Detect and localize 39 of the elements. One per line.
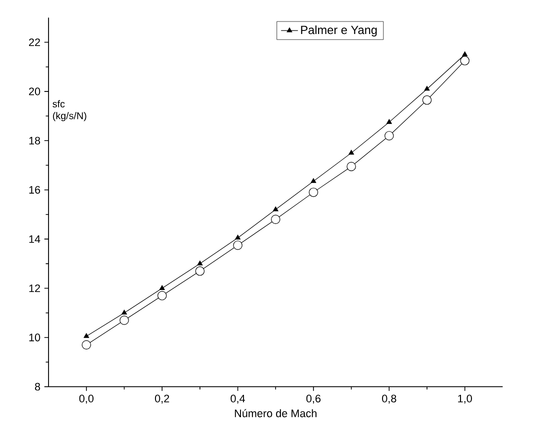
point bbox=[346, 162, 356, 172]
x-tick-label: 0,0 bbox=[79, 394, 94, 404]
point bbox=[270, 214, 280, 224]
point bbox=[310, 178, 316, 183]
point bbox=[122, 310, 127, 315]
y-tick-label: 22 bbox=[29, 38, 40, 46]
y-tick-label: 10 bbox=[29, 334, 40, 342]
y-tick-label: 16 bbox=[29, 186, 40, 194]
point bbox=[308, 188, 318, 197]
point bbox=[159, 285, 165, 290]
point bbox=[462, 51, 468, 56]
point bbox=[84, 333, 90, 338]
point bbox=[460, 56, 470, 66]
point bbox=[384, 131, 394, 140]
y-axis-title: sfc (kg/s/N) bbox=[52, 100, 86, 122]
point bbox=[235, 234, 240, 240]
x-axis-title: Número de Mach bbox=[234, 409, 316, 418]
point bbox=[197, 260, 203, 266]
point bbox=[195, 266, 205, 276]
point bbox=[386, 119, 392, 124]
y-tick-label: 18 bbox=[29, 136, 40, 144]
x-tick-label: 0,8 bbox=[382, 394, 396, 404]
x-tick-label: 1,0 bbox=[458, 394, 472, 404]
point bbox=[424, 86, 430, 91]
point bbox=[157, 290, 167, 300]
y-tick-label: 14 bbox=[29, 235, 40, 243]
y-tick-label: 8 bbox=[34, 382, 40, 390]
point bbox=[422, 95, 432, 105]
point bbox=[120, 316, 129, 325]
x-tick-label: 0,6 bbox=[306, 394, 321, 404]
legend-label: Palmer e Yang bbox=[301, 25, 377, 36]
x-tick-label: 0,4 bbox=[230, 394, 245, 404]
x-tick-label: 0,2 bbox=[154, 394, 170, 404]
point bbox=[233, 240, 242, 250]
y-tick-label: 20 bbox=[29, 88, 40, 96]
point bbox=[82, 340, 92, 350]
point bbox=[272, 206, 278, 212]
point bbox=[348, 150, 354, 155]
y-tick-label: 12 bbox=[29, 284, 40, 292]
